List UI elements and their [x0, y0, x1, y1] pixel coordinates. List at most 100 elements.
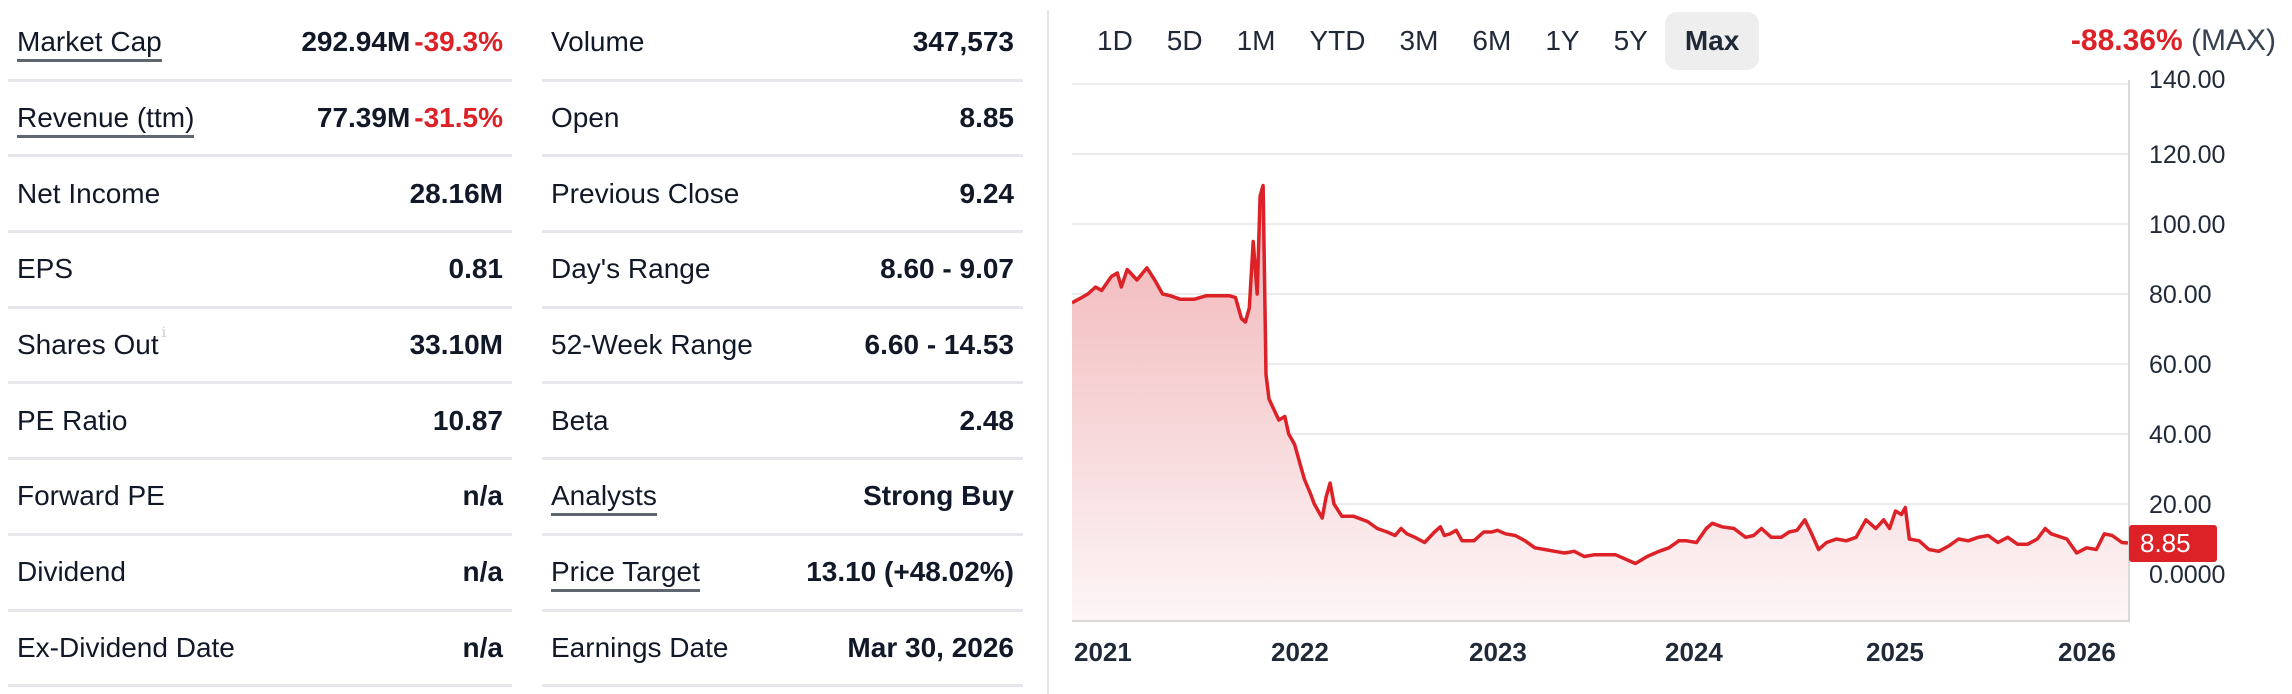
y-tick-label: 40.00	[2149, 421, 2212, 449]
tab-5y[interactable]: 5Y	[1613, 25, 1648, 56]
tab-1y[interactable]: 1Y	[1545, 25, 1580, 56]
price-area-fill	[1072, 185, 2128, 621]
stat-value-beta: 2.48	[960, 405, 1015, 437]
stat-label-dividend: Dividend	[17, 556, 126, 588]
stat-label-wrap: PE Ratio	[17, 405, 128, 437]
stat-label-wrap: Beta	[551, 405, 609, 437]
stat-label-price-target[interactable]: Price Target	[551, 556, 700, 593]
section-divider	[1047, 10, 1049, 694]
current-price-badge: 8.85	[2129, 525, 2217, 562]
key-stats-table-right: Volume 347,573 Open 8.85 Previous Close 9.24 D…	[542, 6, 1023, 688]
tab-1m[interactable]: 1M	[1236, 25, 1276, 56]
x-tick-label: 2024	[1665, 637, 1723, 667]
stat-value-text: 77.39M	[316, 102, 411, 134]
chart-range-tabs: 1D 5D 1M YTD 3M 6M 1Y 5Y Max	[1080, 12, 1760, 70]
stat-value-text: n/a	[462, 631, 503, 663]
performance-period: (MAX)	[2191, 24, 2276, 57]
stat-label-beta: Beta	[551, 404, 609, 436]
stat-label-wrap: 52-Week Range	[551, 329, 753, 361]
y-axis-ticks: 140.00 120.00 100.00 80.00 60.00 40.00 20.00 0.…	[2149, 66, 2225, 589]
tab-3m[interactable]: 3M	[1399, 25, 1439, 56]
stat-label-market-cap[interactable]: Market Cap	[17, 26, 162, 63]
stat-value-text: 2.48	[959, 404, 1015, 436]
y-tick-label: 100.00	[2149, 211, 2225, 239]
stat-label-previous-close: Previous Close	[551, 177, 740, 209]
stat-change-badge: -31.5%	[414, 102, 503, 134]
stat-label-open: Open	[551, 102, 620, 134]
y-tick-label: 20.00	[2149, 491, 2212, 519]
x-tick-label: 2025	[1866, 637, 1924, 667]
stat-row-revenue-ttm: Revenue (ttm) 77.39M -31.5%	[8, 82, 512, 158]
tab-6m[interactable]: 6M	[1472, 25, 1512, 56]
stat-row-net-income: Net Income 28.16M	[8, 157, 512, 234]
stat-label-ex-dividend-date: Ex-Dividend Date	[17, 631, 235, 663]
stat-label-wrap: Previous Close	[551, 178, 739, 210]
stat-value-market-cap: 292.94M -39.3%	[301, 26, 503, 58]
stat-value-text: 292.94M	[301, 26, 411, 58]
key-stats-table-left: Market Cap 292.94M -39.3% Revenue (ttm) 77.3…	[8, 6, 512, 688]
stat-row-dividend: Dividend n/a	[8, 536, 512, 612]
stat-label-revenue-ttm[interactable]: Revenue (ttm)	[17, 102, 195, 139]
x-tick-label: 2022	[1271, 637, 1329, 667]
stat-label-52-week-range: 52-Week Range	[551, 329, 753, 361]
stat-value-analysts: Strong Buy	[863, 480, 1014, 512]
stat-value-text: 8.85	[959, 102, 1015, 134]
stat-row-pe-ratio: PE Ratio 10.87	[8, 384, 512, 461]
stat-value-text: 9.24	[959, 177, 1015, 209]
y-tick-label: 60.00	[2149, 351, 2212, 379]
stat-row-ex-dividend-date: Ex-Dividend Date n/a	[8, 612, 512, 688]
stat-label-volume: Volume	[551, 26, 645, 58]
x-tick-label: 2021	[1074, 637, 1132, 667]
info-icon[interactable]: i	[161, 325, 167, 342]
stat-row-price-target: Price Target 13.10 (+48.02%)	[542, 536, 1023, 612]
stat-value-text: Mar 30, 2026	[847, 631, 1014, 663]
current-price-label: 8.85	[2140, 528, 2191, 558]
price-line	[1072, 183, 2128, 566]
performance-summary: -88.36% (MAX)	[2071, 12, 2276, 70]
stat-label-shares-out: Shares Out	[17, 329, 159, 361]
stat-value-previous-close: 9.24	[960, 178, 1015, 210]
stat-row-shares-out: Shares Out i 33.10M	[8, 309, 512, 385]
stat-value-net-income: 28.16M	[410, 178, 503, 210]
stat-row-analysts: Analysts Strong Buy	[542, 460, 1023, 536]
tab-1d[interactable]: 1D	[1097, 25, 1133, 56]
tab-max[interactable]: Max	[1664, 12, 1760, 70]
y-tick-label: 120.00	[2149, 141, 2225, 169]
stat-label-earnings-date: Earnings Date	[551, 631, 729, 663]
stat-row-earnings-date: Earnings Date Mar 30, 2026	[542, 612, 1023, 688]
stat-label-wrap: Ex-Dividend Date	[17, 632, 235, 664]
stat-label-analysts[interactable]: Analysts	[551, 480, 657, 517]
stat-row-volume: Volume 347,573	[542, 6, 1023, 82]
stat-value-dividend: n/a	[463, 556, 503, 588]
stat-row-eps: EPS 0.81	[8, 233, 512, 309]
stat-value-text: 13.10 (+48.02%)	[806, 556, 1014, 588]
x-tick-label: 2026	[2058, 637, 2116, 667]
stat-label-wrap: EPS	[17, 253, 73, 285]
stat-label-wrap: Open	[551, 102, 620, 134]
stat-label-wrap: Net Income	[17, 178, 160, 210]
stat-value-price-target: 13.10 (+48.02%)	[806, 556, 1014, 588]
stat-value-open: 8.85	[960, 102, 1015, 134]
stat-value-shares-out: 33.10M	[410, 329, 503, 361]
stat-label-pe-ratio: PE Ratio	[17, 404, 128, 436]
performance-change: -88.36%	[2070, 24, 2183, 57]
stat-label-wrap: Earnings Date	[551, 632, 728, 664]
stat-value-text: 33.10M	[409, 329, 503, 361]
stat-row-open: Open 8.85	[542, 82, 1023, 158]
stat-value-text: Strong Buy	[863, 480, 1014, 512]
stat-value-volume: 347,573	[913, 26, 1014, 58]
stat-value-text: 0.81	[448, 253, 504, 285]
stat-label-day-s-range: Day's Range	[551, 253, 711, 285]
tab-5d[interactable]: 5D	[1166, 25, 1203, 56]
stat-value-text: n/a	[462, 556, 503, 588]
stat-label-net-income: Net Income	[17, 177, 161, 209]
stat-value-text: 28.16M	[409, 177, 503, 209]
stat-label-wrap: Dividend	[17, 556, 126, 588]
stat-label-wrap: Shares Out i	[17, 325, 166, 361]
stat-value-forward-pe: n/a	[463, 480, 503, 512]
tab-ytd[interactable]: YTD	[1309, 25, 1366, 56]
stat-row-day-s-range: Day's Range 8.60 - 9.07	[542, 233, 1023, 309]
stat-value-pe-ratio: 10.87	[433, 405, 503, 437]
stat-label-eps: EPS	[17, 253, 74, 285]
